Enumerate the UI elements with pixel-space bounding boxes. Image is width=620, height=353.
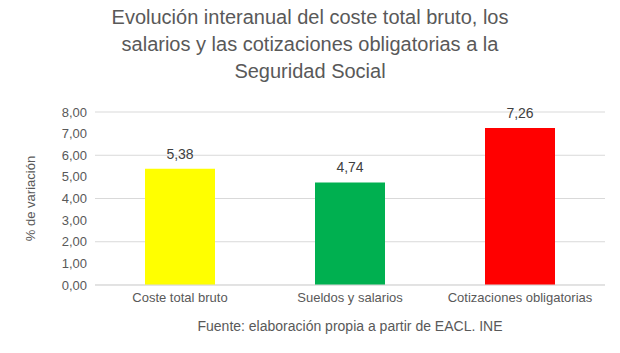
svg-text:6,00: 6,00 — [62, 148, 87, 163]
svg-text:7,00: 7,00 — [62, 126, 87, 141]
svg-text:0,00: 0,00 — [62, 278, 87, 293]
svg-text:1,00: 1,00 — [62, 256, 87, 271]
svg-text:4,00: 4,00 — [62, 191, 87, 206]
svg-text:Cotizaciones obligatorias: Cotizaciones obligatorias — [448, 290, 593, 305]
html-text:Evolución interanual del coste: Evolución interanual del coste total bru… — [111, 6, 509, 82]
svg-text:Coste total bruto: Coste total bruto — [132, 290, 227, 305]
svg-text:3,00: 3,00 — [62, 213, 87, 228]
html-text:Fuente: elaboración propia a p: Fuente: elaboración propia a partir de E… — [197, 318, 503, 334]
svg-text:Sueldos y salarios: Sueldos y salarios — [297, 290, 403, 305]
svg-text:4,74: 4,74 — [336, 159, 363, 175]
svg-text:5,00: 5,00 — [62, 169, 87, 184]
svg-text:% de variación: % de variación — [23, 156, 38, 241]
svg-text:7,26: 7,26 — [506, 105, 533, 121]
svg-text:8,00: 8,00 — [62, 105, 87, 120]
svg-text:2,00: 2,00 — [62, 234, 87, 249]
svg-text:5,38: 5,38 — [166, 146, 193, 162]
